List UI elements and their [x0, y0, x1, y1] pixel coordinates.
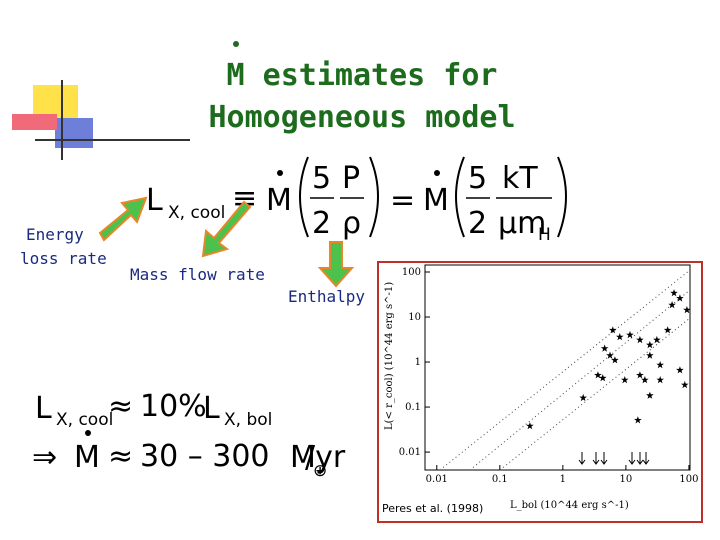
eq-text: L [35, 391, 52, 426]
point [653, 335, 661, 344]
credit: Peres et al. (1998) [382, 502, 483, 515]
point [636, 335, 644, 344]
point [594, 371, 602, 379]
title: M estimates for [227, 58, 498, 93]
eq-text: 5 [468, 161, 487, 196]
label: Mass flow rate [130, 265, 265, 284]
paren [369, 156, 379, 238]
eq-text: M [266, 183, 292, 218]
eq-text: 2 [312, 206, 331, 241]
dot [434, 170, 440, 176]
point [663, 326, 672, 334]
eq-sub: X, cool [56, 410, 113, 430]
eq-text: ≈ [108, 389, 133, 424]
y-tick-label: 0.01 [399, 447, 421, 458]
deco-bar [12, 114, 57, 130]
point [599, 374, 607, 382]
model-line [499, 317, 691, 471]
label: loss rate [20, 249, 107, 268]
paren [455, 156, 465, 238]
eq-sub: X, cool [168, 203, 225, 223]
y-tick-label: 10 [408, 312, 421, 323]
arrow [317, 241, 355, 288]
model-line [439, 269, 691, 471]
x-tick-label: 1 [560, 474, 566, 485]
eq-sub: X, bol [224, 410, 272, 430]
y-tick-label: 100 [402, 267, 421, 278]
point [611, 356, 619, 364]
point [646, 391, 654, 399]
point [636, 371, 644, 379]
point [646, 340, 654, 349]
point [683, 306, 691, 314]
point [600, 344, 609, 352]
paren [299, 156, 309, 238]
eq-text: M [423, 183, 449, 218]
eq-text: kT [502, 161, 538, 196]
plot-frame [424, 264, 691, 471]
figure: Peres et al. (1998) L_bol (10^44 erg s^-… [382, 264, 698, 515]
point [621, 376, 629, 384]
eq-text: 5 [312, 161, 331, 196]
point [634, 416, 642, 424]
eq-text: 10% [140, 389, 207, 424]
x-tick-label: 0.1 [492, 474, 508, 485]
eq-sub: H [538, 225, 551, 245]
label: Energy [26, 225, 84, 244]
x-tick-label: 100 [679, 474, 698, 485]
eq-text: = [390, 183, 415, 218]
eq-text: 2 [468, 206, 487, 241]
arrow [98, 196, 148, 242]
point [641, 376, 649, 384]
point [676, 366, 684, 374]
model-line [469, 289, 691, 471]
arrow [201, 200, 252, 258]
x-tick-label: 0.01 [426, 474, 448, 485]
point [676, 294, 684, 302]
point [646, 351, 654, 359]
point [656, 361, 664, 369]
point [668, 301, 676, 309]
point [681, 380, 689, 389]
point [606, 351, 614, 359]
eq-text: L [203, 391, 220, 426]
figure-frame [377, 261, 703, 523]
y-axis-label: L(< r_cool) (10^44 erg s^-1) [384, 282, 395, 430]
dot [85, 430, 91, 436]
label: Enthalpy [288, 287, 365, 306]
eq-text: /yr [305, 440, 346, 475]
deco-square [55, 118, 93, 148]
point [579, 393, 587, 402]
eq-text: M [290, 440, 316, 475]
eq-text: L [146, 183, 163, 218]
eq-text: 30 – 300 [140, 439, 270, 474]
point [626, 330, 634, 339]
point [526, 422, 534, 430]
paren [557, 156, 567, 238]
x-tick-label: 10 [620, 474, 633, 485]
x-axis-label: L_bol (10^44 erg s^-1) [510, 500, 629, 511]
point [616, 333, 624, 341]
upper-limits [578, 452, 650, 465]
y-tick-label: 1 [415, 357, 421, 368]
eq-text: ρ [342, 206, 361, 241]
eq-text: M [74, 440, 100, 475]
title: Homogeneous model [208, 100, 515, 135]
eq-text: ⇒ [32, 440, 57, 475]
eq-sub: ⊕ [313, 461, 327, 481]
dot [277, 170, 283, 176]
eq-text: μm [498, 206, 546, 241]
eq-text: ≈ [108, 439, 133, 474]
point [609, 326, 617, 334]
y-tick-label: 0.1 [405, 402, 421, 413]
point [670, 289, 678, 297]
dot [233, 41, 239, 47]
eq-text: P [342, 161, 360, 196]
point [656, 376, 664, 384]
